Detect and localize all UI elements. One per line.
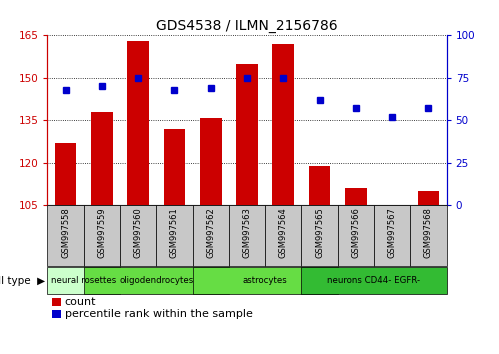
Text: count: count [65, 297, 96, 307]
Bar [120, 205, 156, 266]
Bar [418, 191, 439, 205]
Text: GSM997564: GSM997564 [279, 207, 288, 258]
Bar [55, 143, 76, 205]
Text: percentile rank within the sample: percentile rank within the sample [65, 309, 253, 319]
Bar [374, 205, 410, 266]
Bar [200, 118, 222, 205]
Bar [47, 267, 120, 294]
Bar [91, 112, 113, 205]
Text: oligodendrocytes: oligodendrocytes [119, 276, 194, 285]
Bar [193, 267, 338, 294]
Bar [156, 205, 193, 266]
Text: GSM997568: GSM997568 [424, 207, 433, 258]
Text: GSM997560: GSM997560 [134, 207, 143, 258]
Bar [301, 205, 338, 266]
Text: cell type  ▶: cell type ▶ [0, 275, 45, 286]
Bar [47, 205, 84, 266]
Title: GDS4538 / ILMN_2156786: GDS4538 / ILMN_2156786 [156, 19, 338, 33]
Bar [229, 205, 265, 266]
Text: neurons CD44- EGFR-: neurons CD44- EGFR- [327, 276, 421, 285]
Bar [265, 205, 301, 266]
Text: neural rosettes: neural rosettes [51, 276, 116, 285]
Bar [236, 64, 258, 205]
Text: GSM997558: GSM997558 [61, 207, 70, 258]
Text: GSM997559: GSM997559 [97, 207, 106, 258]
Text: GSM997565: GSM997565 [315, 207, 324, 258]
Bar [84, 205, 120, 266]
Bar [410, 205, 447, 266]
Bar [164, 129, 185, 205]
Text: GSM997562: GSM997562 [206, 207, 215, 258]
Text: GSM997563: GSM997563 [243, 207, 251, 258]
Bar [338, 205, 374, 266]
Text: astrocytes: astrocytes [243, 276, 287, 285]
Bar [309, 166, 330, 205]
Text: GSM997566: GSM997566 [351, 207, 360, 258]
Text: GSM997567: GSM997567 [388, 207, 397, 258]
Text: GSM997561: GSM997561 [170, 207, 179, 258]
Bar [301, 267, 447, 294]
Bar [345, 188, 367, 205]
Bar [193, 205, 229, 266]
Bar [272, 44, 294, 205]
Bar [84, 267, 229, 294]
Bar [127, 41, 149, 205]
